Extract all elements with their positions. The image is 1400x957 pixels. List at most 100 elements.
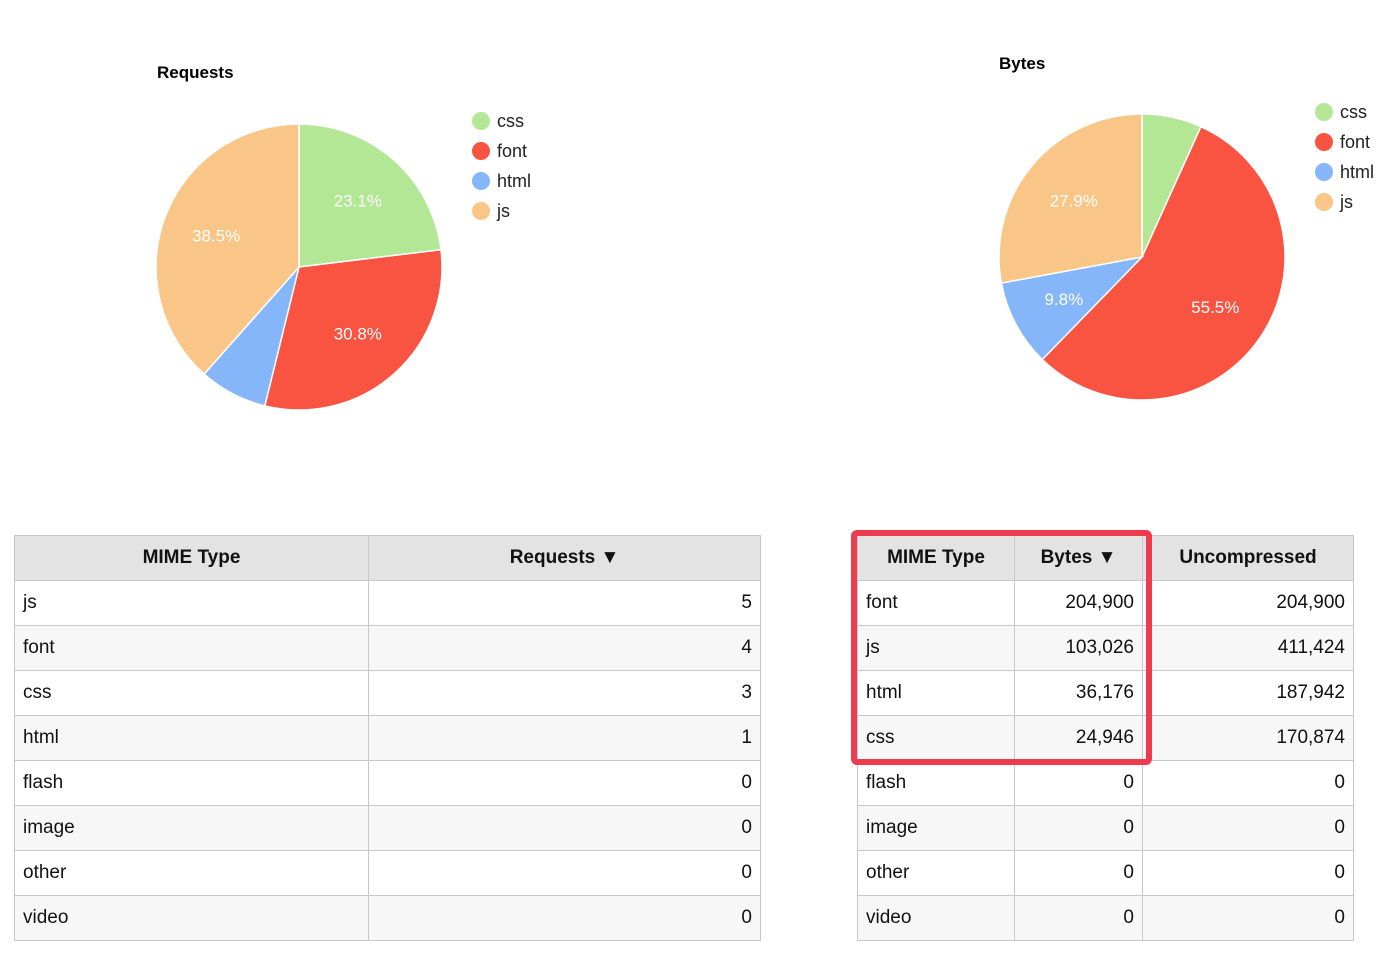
table-row: html 1 — [14, 715, 761, 761]
legend-swatch — [1315, 163, 1333, 181]
legend-item-font[interactable]: font — [472, 136, 531, 166]
value-cell: 411,424 — [1142, 625, 1354, 671]
value-cell: 0 — [1142, 850, 1354, 896]
table-row: other 0 0 — [857, 850, 1354, 896]
bytes-header[interactable]: Bytes ▼ — [1014, 535, 1143, 581]
value-cell: 170,874 — [1142, 715, 1354, 761]
requests-pie: 23.1% 30.8% 38.5% — [155, 123, 443, 411]
value-cell: 0 — [368, 805, 761, 851]
table-row: js 5 — [14, 580, 761, 626]
value-cell: 0 — [1014, 850, 1143, 896]
pie-label-js: 27.9% — [1050, 191, 1098, 210]
legend-label: css — [497, 110, 524, 131]
requests-table: MIME Type Requests ▼ js 5 font 4 css 3 html 1 fl… — [14, 535, 761, 941]
mime-type-header[interactable]: MIME Type — [857, 535, 1015, 581]
value-cell: 4 — [368, 625, 761, 671]
value-cell: 24,946 — [1014, 715, 1143, 761]
pie-label-font: 55.5% — [1191, 298, 1239, 317]
mime-type-cell: other — [14, 850, 369, 896]
table-row: js 103,026 411,424 — [857, 625, 1354, 671]
value-cell: 0 — [1014, 895, 1143, 941]
legend-swatch — [472, 142, 490, 160]
value-cell: 204,900 — [1014, 580, 1143, 626]
legend-item-font[interactable]: font — [1315, 127, 1374, 157]
mime-type-cell: html — [14, 715, 369, 761]
mime-type-cell: css — [857, 715, 1015, 761]
pie-slice-font[interactable] — [263, 248, 443, 411]
uncompressed-header[interactable]: Uncompressed — [1142, 535, 1354, 581]
value-cell: 0 — [1014, 760, 1143, 806]
value-cell: 204,900 — [1142, 580, 1354, 626]
value-cell: 0 — [368, 850, 761, 896]
requests-legend: css font html js — [472, 106, 531, 226]
table-row: font 204,900 204,900 — [857, 580, 1354, 626]
table-row: css 3 — [14, 670, 761, 716]
table-row: video 0 0 — [857, 895, 1354, 941]
table-row: flash 0 0 — [857, 760, 1354, 806]
mime-type-cell: flash — [14, 760, 369, 806]
value-cell: 0 — [368, 895, 761, 941]
pie-slice-js[interactable] — [998, 113, 1143, 284]
value-cell: 0 — [368, 760, 761, 806]
legend-label: html — [1340, 161, 1375, 182]
legend-item-js[interactable]: js — [472, 196, 531, 226]
table-row: html 36,176 187,942 — [857, 670, 1354, 716]
mime-type-cell: flash — [857, 760, 1015, 806]
legend-item-html[interactable]: html — [472, 166, 531, 196]
mime-type-cell: video — [857, 895, 1015, 941]
mime-type-header[interactable]: MIME Type — [14, 535, 369, 581]
mime-type-cell: html — [857, 670, 1015, 716]
legend-label: js — [497, 200, 510, 221]
bytes-chart-title: Bytes — [999, 54, 1046, 73]
mime-type-cell: font — [14, 625, 369, 671]
value-cell: 0 — [1014, 805, 1143, 851]
bytes-table: MIME Type Bytes ▼ Uncompressed font 204,9… — [857, 535, 1354, 941]
legend-item-html[interactable]: html — [1315, 157, 1374, 187]
legend-item-css[interactable]: css — [472, 106, 531, 136]
mime-type-cell: css — [14, 670, 369, 716]
mime-type-cell: image — [14, 805, 369, 851]
table-row: flash 0 — [14, 760, 761, 806]
pie-label-js: 38.5% — [192, 227, 240, 246]
table-row: image 0 — [14, 805, 761, 851]
table-row: image 0 0 — [857, 805, 1354, 851]
pie-slice-js[interactable] — [155, 123, 300, 376]
value-cell: 0 — [1142, 760, 1354, 806]
legend-label: font — [497, 140, 528, 161]
legend-item-css[interactable]: css — [1315, 97, 1374, 127]
pie-label-html: 9.8% — [1044, 290, 1083, 309]
value-cell: 5 — [368, 580, 761, 626]
value-cell: 36,176 — [1014, 670, 1143, 716]
legend-swatch — [1315, 133, 1333, 151]
table-row: font 4 — [14, 625, 761, 671]
mime-type-cell: js — [857, 625, 1015, 671]
legend-swatch — [472, 172, 490, 190]
value-cell: 1 — [368, 715, 761, 761]
table-row: css 24,946 170,874 — [857, 715, 1354, 761]
pie-label-font: 30.8% — [334, 324, 382, 343]
pie-slice-html[interactable] — [1000, 255, 1145, 361]
legend-label: js — [1340, 191, 1353, 212]
mime-type-cell: image — [857, 805, 1015, 851]
table-row: other 0 — [14, 850, 761, 896]
legend-swatch — [1315, 193, 1333, 211]
mime-type-cell: other — [857, 850, 1015, 896]
table-row: video 0 — [14, 895, 761, 941]
mime-type-cell: js — [14, 580, 369, 626]
mime-type-cell: video — [14, 895, 369, 941]
legend-swatch — [1315, 103, 1333, 121]
value-cell: 3 — [368, 670, 761, 716]
pie-slice-font[interactable] — [1041, 125, 1286, 401]
value-cell: 0 — [1142, 805, 1354, 851]
pie-slice-css[interactable] — [298, 123, 442, 268]
requests-header[interactable]: Requests ▼ — [368, 535, 761, 581]
value-cell: 0 — [1142, 895, 1354, 941]
legend-item-js[interactable]: js — [1315, 187, 1374, 217]
value-cell: 187,942 — [1142, 670, 1354, 716]
requests-chart-title: Requests — [157, 63, 234, 82]
legend-swatch — [472, 112, 490, 130]
pie-label-css: 23.1% — [334, 192, 382, 211]
legend-label: html — [497, 170, 532, 191]
legend-swatch — [472, 202, 490, 220]
legend-label: css — [1340, 101, 1367, 122]
